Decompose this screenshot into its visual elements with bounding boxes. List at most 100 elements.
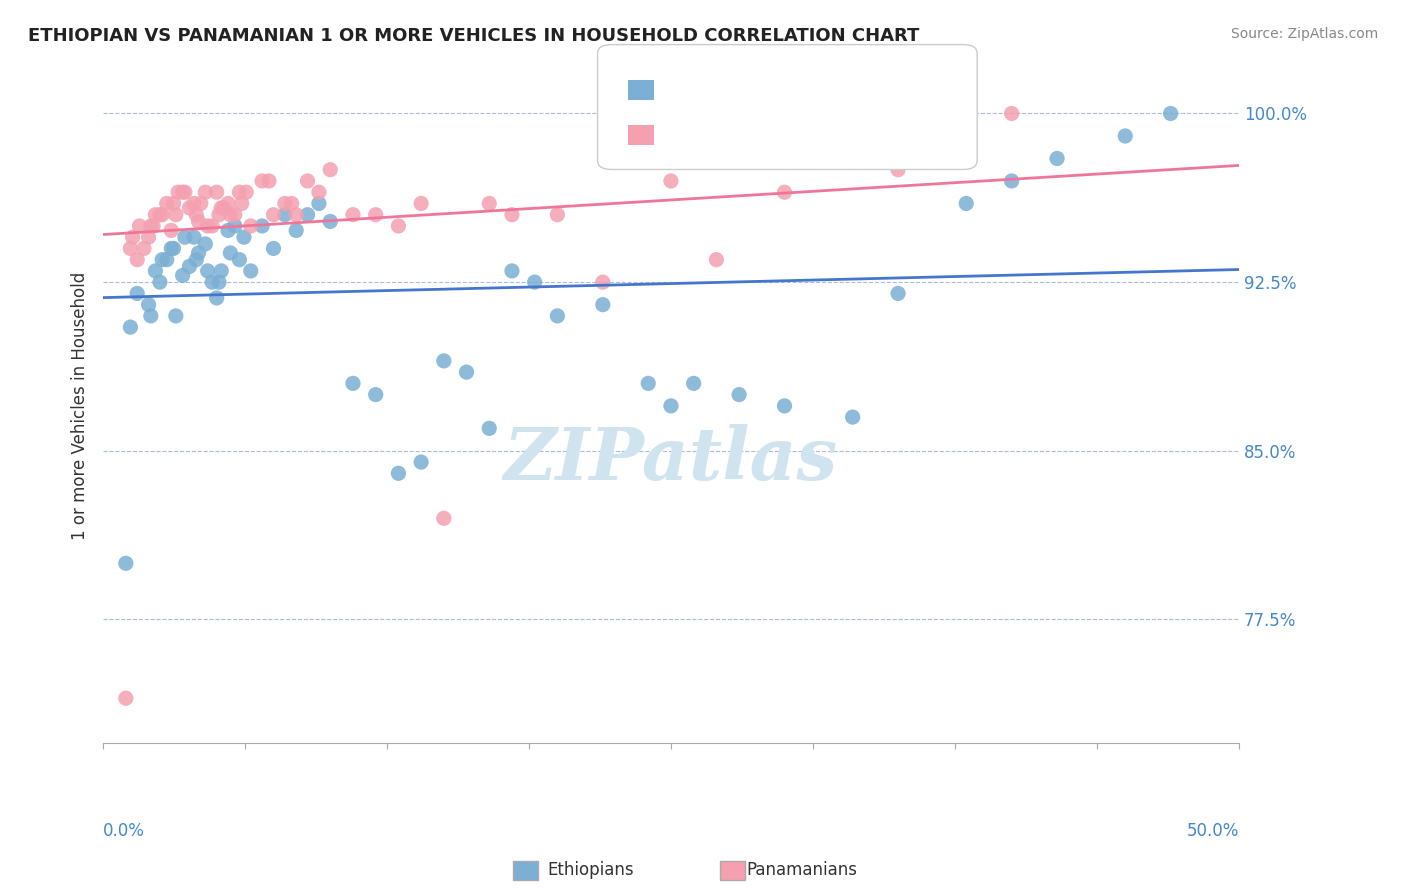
Point <box>172 268 194 283</box>
Point <box>209 201 232 215</box>
Point <box>172 185 194 199</box>
Point <box>592 275 614 289</box>
Point <box>128 219 150 233</box>
Point <box>250 219 273 233</box>
Point <box>194 185 217 199</box>
Point <box>728 387 751 401</box>
Point <box>197 264 219 278</box>
Point <box>387 219 409 233</box>
Point <box>150 208 173 222</box>
Point <box>132 242 155 256</box>
Point <box>235 185 257 199</box>
Text: R = 0.466   N = 60: R = 0.466 N = 60 <box>659 76 830 94</box>
Point <box>186 252 208 267</box>
Point <box>145 208 167 222</box>
Point <box>224 219 246 233</box>
Point <box>308 185 330 199</box>
Point <box>138 230 160 244</box>
Point <box>183 230 205 244</box>
Point <box>138 298 160 312</box>
Point <box>186 208 208 222</box>
Point <box>706 252 728 267</box>
Point <box>127 286 149 301</box>
Point <box>592 298 614 312</box>
Point <box>165 309 187 323</box>
Text: 50.0%: 50.0% <box>1187 822 1239 840</box>
Point <box>1001 174 1024 188</box>
Point <box>121 230 143 244</box>
Point <box>120 320 142 334</box>
Point <box>411 196 433 211</box>
Point <box>297 208 319 222</box>
Point <box>160 223 183 237</box>
Point <box>682 376 704 391</box>
Point <box>156 252 179 267</box>
Text: ZIPatlas: ZIPatlas <box>503 425 838 495</box>
Point <box>219 246 242 260</box>
Point <box>162 242 184 256</box>
Point <box>364 387 387 401</box>
Point <box>523 275 546 289</box>
Point <box>274 208 297 222</box>
Text: R = 0.258   N = 61: R = 0.258 N = 61 <box>659 120 830 138</box>
Point <box>127 252 149 267</box>
Point <box>205 185 228 199</box>
Point <box>659 399 682 413</box>
Point <box>546 309 568 323</box>
Point <box>342 376 364 391</box>
Point <box>187 214 209 228</box>
Point <box>165 208 187 222</box>
Point <box>174 185 197 199</box>
Point <box>239 264 262 278</box>
Text: Ethiopians: Ethiopians <box>547 861 634 879</box>
Point <box>319 214 342 228</box>
Point <box>274 196 297 211</box>
Point <box>887 162 910 177</box>
Point <box>297 174 319 188</box>
Point <box>120 242 142 256</box>
Point <box>955 196 977 211</box>
Point <box>115 691 138 706</box>
Point <box>167 185 190 199</box>
Point <box>411 455 433 469</box>
Point <box>212 201 235 215</box>
Point <box>162 196 184 211</box>
Point <box>250 174 273 188</box>
Point <box>280 196 302 211</box>
Point <box>773 399 796 413</box>
Point <box>194 236 217 251</box>
Point <box>183 196 205 211</box>
Point <box>501 208 523 222</box>
Point <box>201 219 224 233</box>
Point <box>179 201 201 215</box>
Point <box>224 208 246 222</box>
Point <box>1114 128 1136 143</box>
Point <box>773 185 796 199</box>
Point <box>308 196 330 211</box>
Point <box>319 162 342 177</box>
Point <box>209 264 232 278</box>
Point <box>149 275 172 289</box>
Point <box>364 208 387 222</box>
Point <box>433 511 456 525</box>
Point <box>228 185 250 199</box>
Point <box>160 242 183 256</box>
Point <box>190 196 212 211</box>
Point <box>387 467 409 481</box>
Point <box>174 230 197 244</box>
Point <box>501 264 523 278</box>
Point <box>456 365 478 379</box>
Point <box>659 174 682 188</box>
Point <box>263 208 285 222</box>
Point <box>201 275 224 289</box>
Text: 0.0%: 0.0% <box>103 822 145 840</box>
Point <box>139 309 162 323</box>
Point <box>478 421 501 435</box>
Point <box>149 208 172 222</box>
Point <box>887 286 910 301</box>
Point <box>217 223 239 237</box>
Point <box>231 196 253 211</box>
Point <box>150 252 173 267</box>
Point <box>115 556 138 570</box>
Point <box>139 219 162 233</box>
